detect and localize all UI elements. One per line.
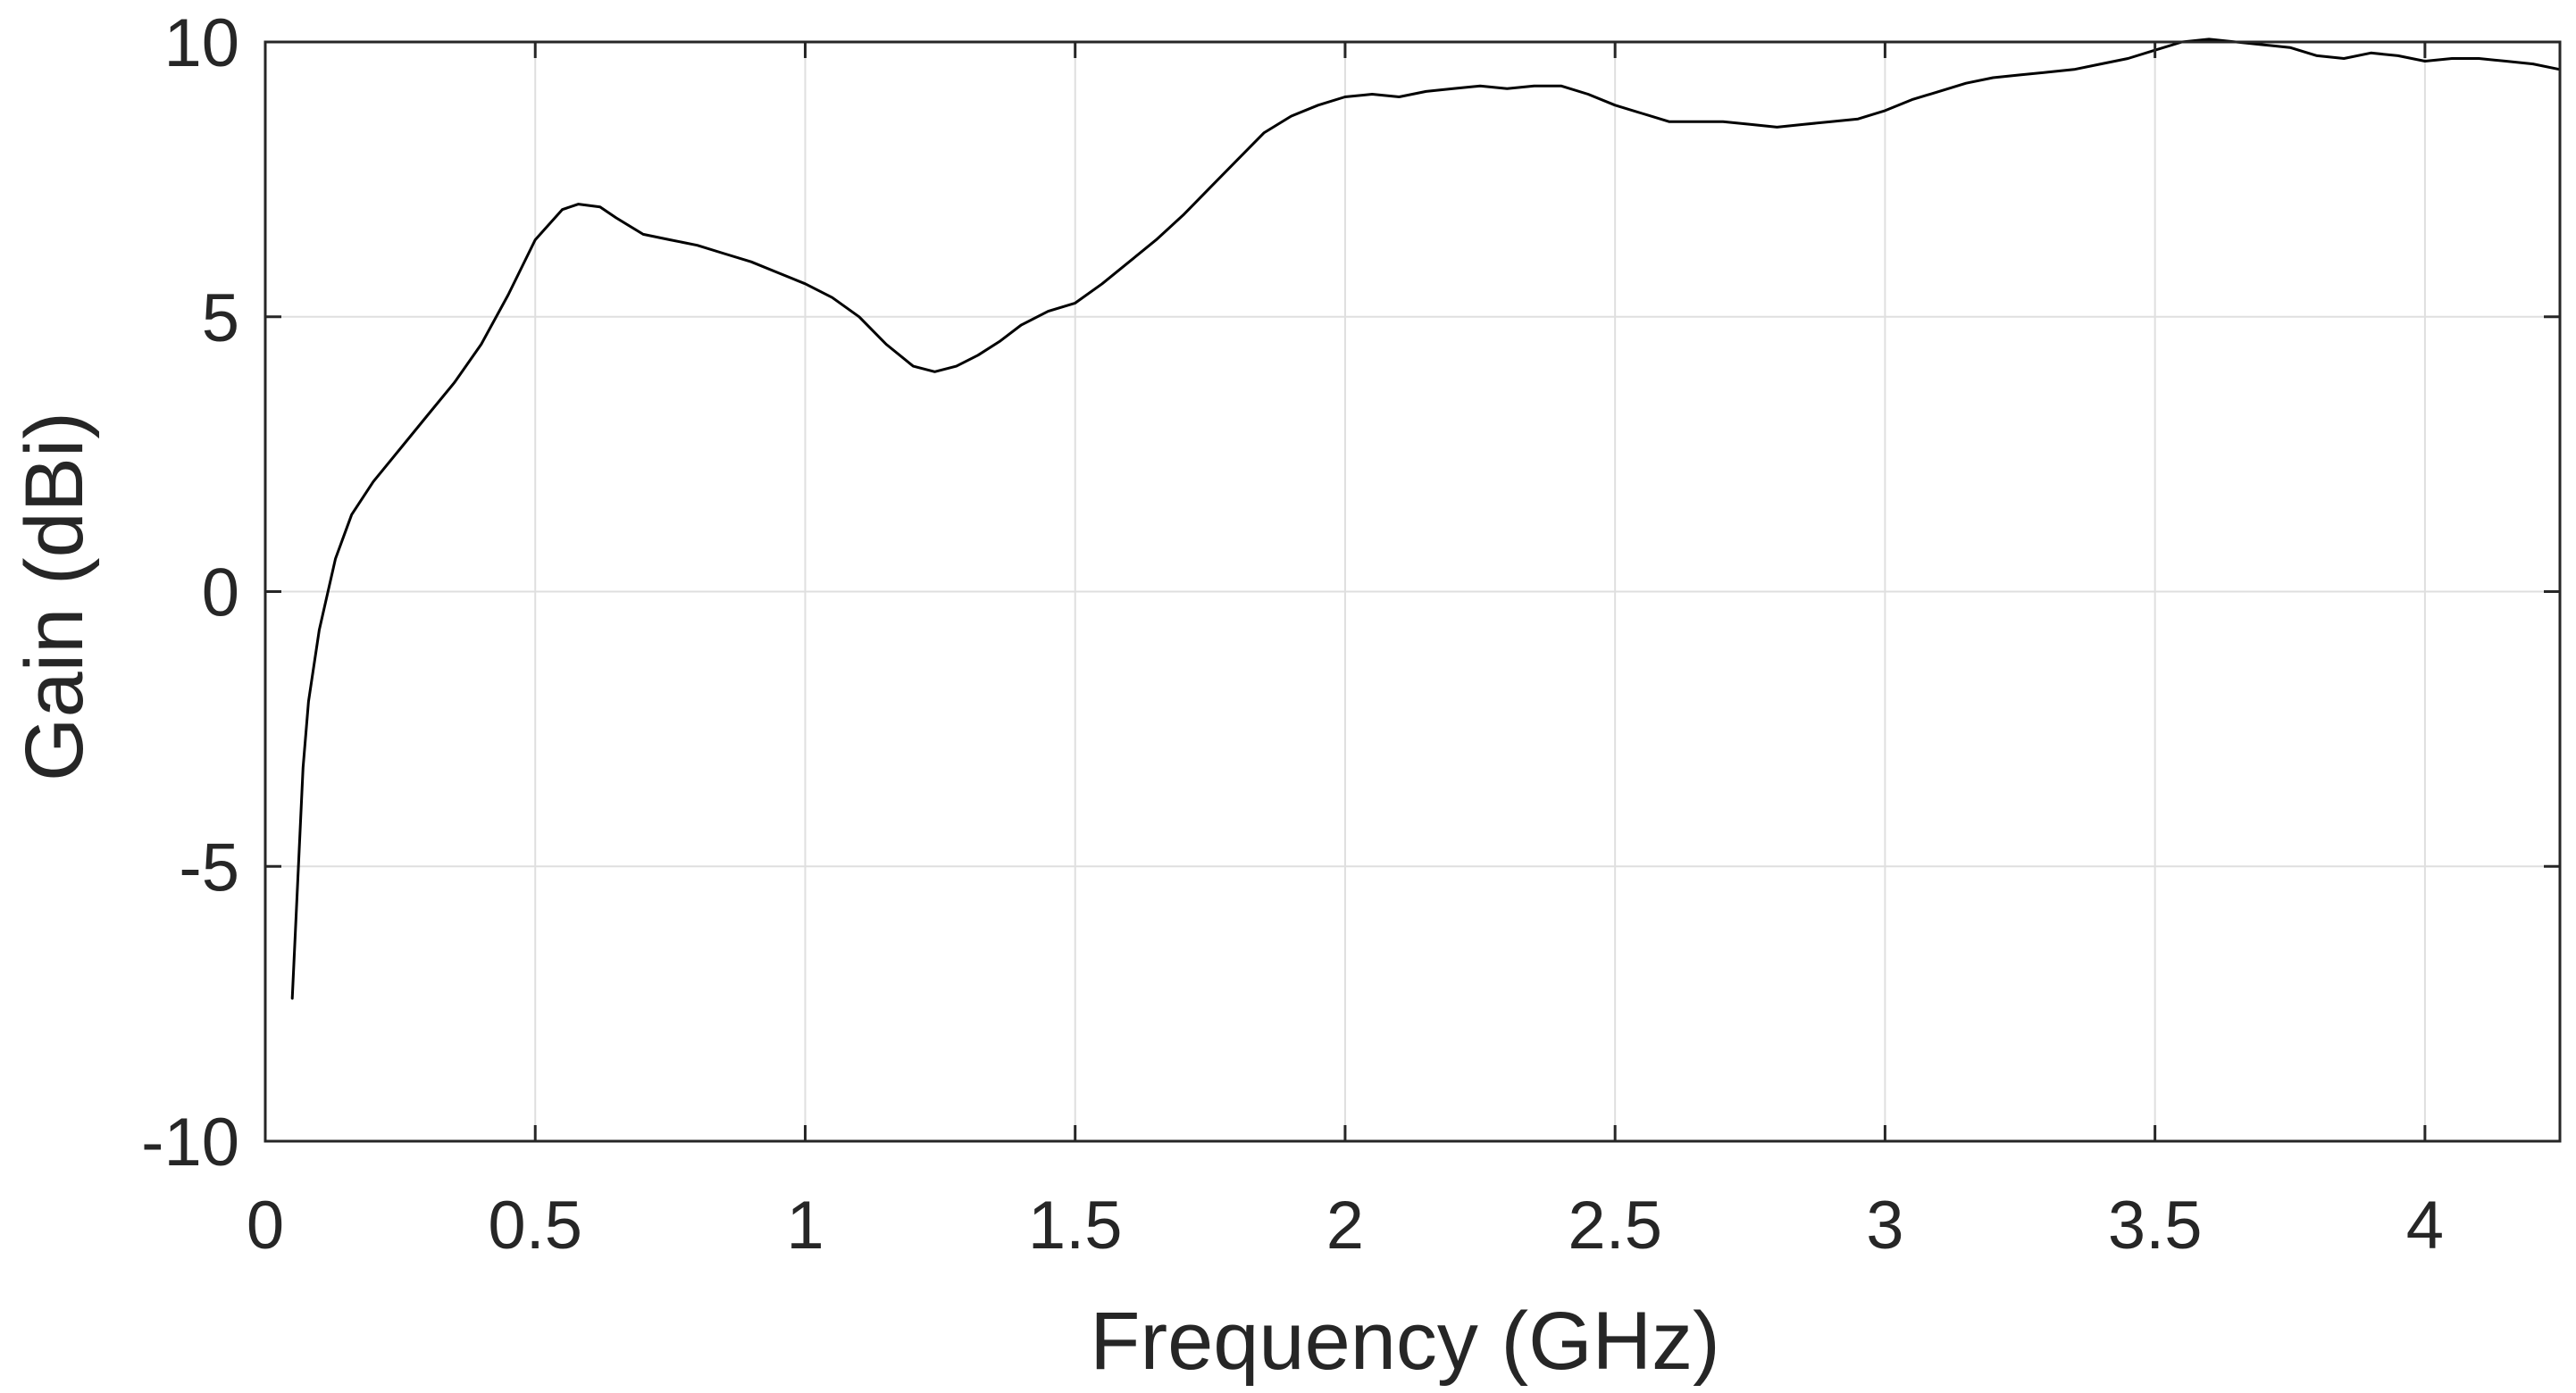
gain-series-line <box>290 38 2562 1000</box>
x-tick-label: 4 <box>2406 1188 2444 1264</box>
y-tick-label: 0 <box>202 555 239 631</box>
y-tick-label: -5 <box>179 830 239 905</box>
grid <box>265 42 2560 1141</box>
x-tick-label: 3 <box>1866 1188 1903 1264</box>
x-tick-label: 3.5 <box>2108 1188 2203 1264</box>
x-axis-ticks: 0 0.5 1 1.5 2 2.5 3 3.5 4 <box>247 42 2444 1264</box>
y-tick-label: 5 <box>202 280 239 356</box>
y-axis-label: Gain (dBi) <box>9 412 100 781</box>
x-tick-label: 0 <box>247 1188 284 1264</box>
x-tick-label: 2 <box>1326 1188 1364 1264</box>
y-tick-label: -10 <box>141 1105 239 1180</box>
x-tick-label: 2.5 <box>1568 1188 1662 1264</box>
y-tick-label: 10 <box>163 5 239 81</box>
y-axis-ticks: -10 -5 0 5 10 <box>141 5 2560 1180</box>
x-axis-label: Frequency (GHz) <box>1090 1296 1720 1387</box>
series-layer <box>290 38 2562 1000</box>
x-tick-label: 1 <box>786 1188 824 1264</box>
x-tick-label: 0.5 <box>488 1188 582 1264</box>
x-tick-label: 1.5 <box>1028 1188 1123 1264</box>
